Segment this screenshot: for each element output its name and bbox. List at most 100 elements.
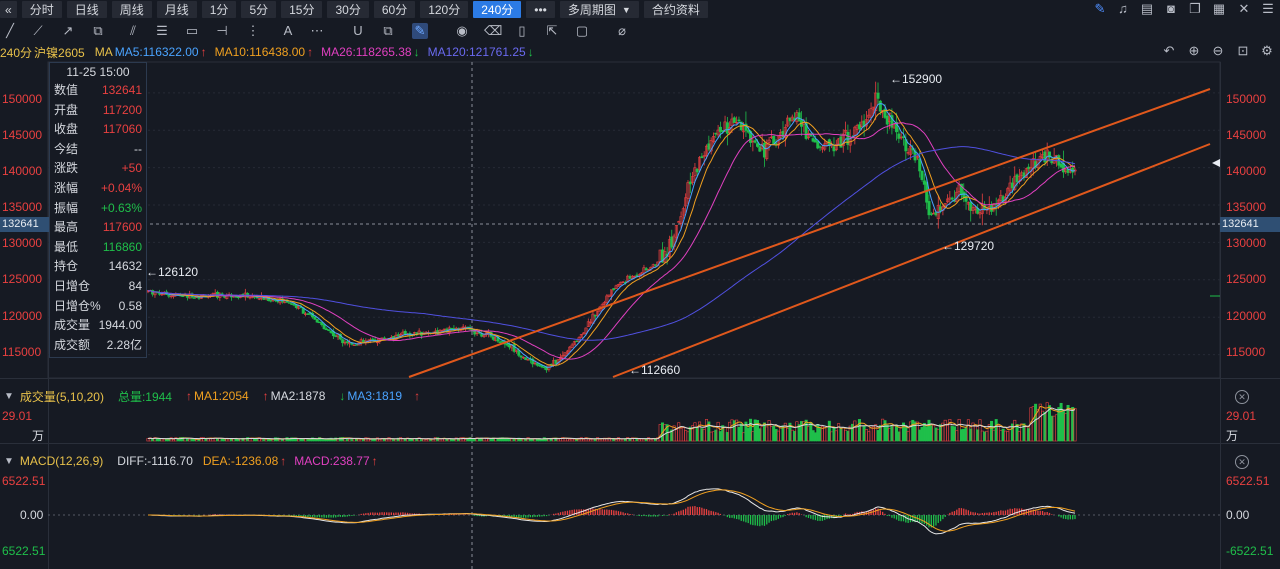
export-icon[interactable]: ⇱ xyxy=(546,23,558,38)
left-axis-tick: 135000 xyxy=(2,200,43,214)
measure-tool-icon[interactable]: ⊣ xyxy=(216,23,228,38)
multi-period-dropdown[interactable]: 多周期图 ▼ xyxy=(559,1,639,18)
period-button[interactable]: 月线 xyxy=(156,1,197,18)
period-button[interactable]: 日线 xyxy=(66,1,107,18)
text-tool-icon[interactable]: A xyxy=(283,23,293,38)
candle-body xyxy=(732,117,736,123)
candle-body xyxy=(501,340,505,343)
zoom-out-icon[interactable]: ⊖ xyxy=(1212,43,1224,58)
info-row: 成交量 1944.00 xyxy=(50,316,146,336)
right-axis-tick: 150000 xyxy=(1226,92,1267,106)
zoom-in-icon[interactable]: ⊕ xyxy=(1188,43,1200,58)
fibonacci-tool-icon[interactable]: ☰ xyxy=(156,23,168,38)
draw-pen-icon[interactable]: ✎ xyxy=(412,23,428,39)
volume-bar xyxy=(827,420,831,442)
info-value: 2.28亿 xyxy=(106,337,142,352)
rectangle-tool-icon[interactable]: ▭ xyxy=(185,23,199,38)
candle-body xyxy=(320,322,324,326)
candle-body xyxy=(524,357,528,360)
candle-body xyxy=(883,108,887,118)
info-row: 涨幅 +0.04% xyxy=(50,179,146,199)
period-button[interactable]: 240分 xyxy=(473,1,522,18)
volume-close-icon[interactable]: ✕ xyxy=(1235,390,1249,404)
volume-max-left: 29.01 xyxy=(2,409,33,423)
candle-body xyxy=(572,341,576,346)
ma120-line xyxy=(147,146,1076,341)
candle-body xyxy=(612,288,616,290)
candle-body xyxy=(844,129,848,133)
bars-tool-icon[interactable]: ⋮ xyxy=(246,23,260,38)
window-icon[interactable]: ❐ xyxy=(1189,1,1201,16)
candle-body xyxy=(570,344,574,348)
left-axis-tick: 140000 xyxy=(2,164,43,178)
back-icon[interactable]: « xyxy=(0,1,17,18)
ray-tool-icon[interactable]: ↗ xyxy=(62,23,74,38)
info-key: 最高 xyxy=(54,220,79,235)
candle-body xyxy=(674,224,678,238)
period-button[interactable]: 120分 xyxy=(420,1,469,18)
comment-icon[interactable]: ▢ xyxy=(575,23,589,38)
candle-body xyxy=(1024,168,1028,178)
note-icon[interactable]: ▤ xyxy=(1140,1,1154,16)
period-button[interactable]: 周线 xyxy=(111,1,152,18)
close-icon[interactable]: ✕ xyxy=(1238,1,1250,16)
eye-icon[interactable]: ◉ xyxy=(456,23,468,38)
dea-arrow: ↑ xyxy=(280,454,287,468)
candle-body xyxy=(816,141,820,149)
candle-body xyxy=(897,133,901,139)
grid-icon[interactable]: ▦ xyxy=(1212,1,1226,16)
candle-body xyxy=(171,295,175,297)
period-button[interactable]: 60分 xyxy=(373,1,416,18)
period-button[interactable]: 1分 xyxy=(201,1,237,18)
macd-zero-right: 0.00 xyxy=(1226,508,1250,522)
candle-body xyxy=(927,201,931,216)
candle-body xyxy=(614,285,618,289)
candle-body xyxy=(619,281,623,285)
left-axis-tick: 120000 xyxy=(2,309,43,323)
trash-icon[interactable]: ⌫ xyxy=(484,23,503,38)
volume-title: 成交量(5,10,20) xyxy=(19,389,104,404)
channel-tool-icon[interactable]: ⧉ xyxy=(93,23,103,38)
pen-icon[interactable]: ✎ xyxy=(1094,1,1106,16)
left-axis-tick: 130000 xyxy=(2,236,43,250)
copy-icon[interactable]: ⧉ xyxy=(383,23,393,38)
collapse-icon[interactable]: ▼ xyxy=(4,455,14,467)
magnet-icon[interactable]: U xyxy=(353,23,363,38)
info-key: 振幅 xyxy=(54,200,79,215)
parallel-tool-icon[interactable]: ⫽ xyxy=(130,23,136,38)
candle-body xyxy=(375,341,379,344)
settings-icon[interactable]: ☰ xyxy=(1262,1,1274,16)
bell-icon[interactable]: ♫ xyxy=(1118,1,1128,16)
period-button[interactable]: 15分 xyxy=(281,1,323,18)
period-button[interactable]: 分时 xyxy=(21,1,62,18)
trend-line-lower xyxy=(612,143,1211,378)
candle-body xyxy=(756,143,760,147)
ma26-value: MA26:118265.38 xyxy=(321,45,412,59)
undo-icon[interactable]: ↶ xyxy=(1163,43,1175,58)
right-axis-tick: 115000 xyxy=(1226,345,1266,359)
candle-body xyxy=(498,341,502,344)
period-button[interactable]: 5分 xyxy=(241,1,277,18)
macd-close-icon[interactable]: ✕ xyxy=(1235,455,1249,469)
candle-body xyxy=(737,119,741,122)
eraser-icon[interactable]: ⌀ xyxy=(618,23,626,38)
more-button[interactable]: ••• xyxy=(526,1,555,18)
collapse-icon[interactable]: ▼ xyxy=(4,390,14,402)
fullscreen-icon[interactable]: ⊡ xyxy=(1237,43,1249,58)
contract-info-button[interactable]: 合约资料 xyxy=(643,1,708,18)
line-tool-icon[interactable]: ╱ xyxy=(6,23,14,38)
info-key: 涨幅 xyxy=(54,180,79,195)
camera-icon[interactable]: ◙ xyxy=(1167,1,1175,16)
more-tools-icon[interactable]: ⋯ xyxy=(310,23,324,38)
candle-body xyxy=(287,302,291,304)
chart-settings-icon[interactable]: ⚙ xyxy=(1261,43,1273,58)
info-datetime: 11-25 15:00 xyxy=(66,65,130,79)
macd-dea-line xyxy=(148,489,1076,532)
ma10-value: MA10:116438.00 xyxy=(214,45,306,59)
macd-top-left: 6522.51 xyxy=(2,474,46,488)
doc-icon[interactable]: ▯ xyxy=(518,23,526,38)
segment-tool-icon[interactable]: ⟋ xyxy=(33,23,43,38)
low-annotation: ←112660 xyxy=(629,363,681,377)
period-button[interactable]: 30分 xyxy=(327,1,369,18)
